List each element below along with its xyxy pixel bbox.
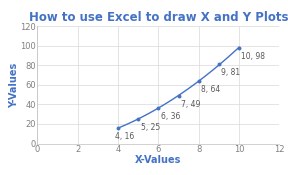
Y-axis label: Y-Values: Y-Values [9, 62, 19, 107]
Text: 5, 25: 5, 25 [141, 123, 160, 132]
Text: 4, 16: 4, 16 [115, 132, 134, 141]
Point [176, 94, 181, 97]
Point [116, 127, 120, 129]
Text: 9, 81: 9, 81 [221, 68, 240, 77]
Point [196, 80, 201, 82]
Text: 10, 98: 10, 98 [241, 52, 266, 61]
Text: 8, 64: 8, 64 [201, 85, 220, 94]
Title: How to use Excel to draw X and Y Plots: How to use Excel to draw X and Y Plots [29, 11, 288, 24]
Text: 7, 49: 7, 49 [181, 100, 200, 108]
Point [156, 107, 161, 110]
X-axis label: X-Values: X-Values [135, 155, 182, 165]
Text: 6, 36: 6, 36 [161, 112, 180, 121]
Point [217, 63, 221, 66]
Point [237, 46, 241, 49]
Point [136, 118, 141, 120]
